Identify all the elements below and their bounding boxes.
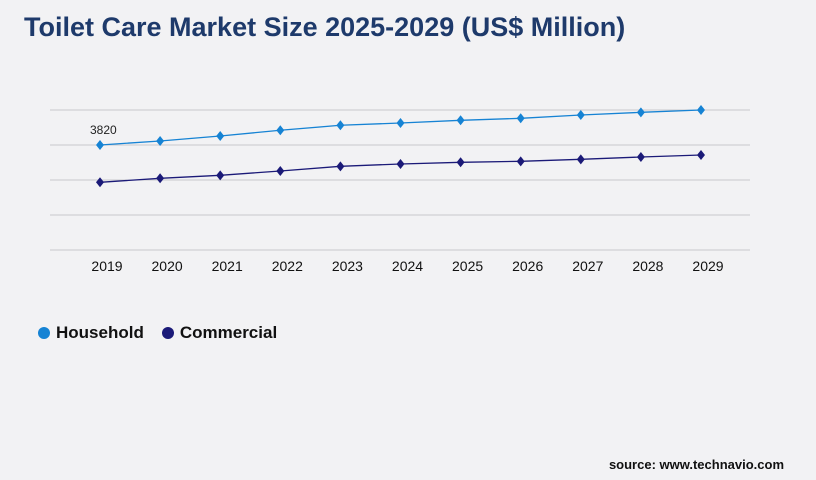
legend-marker-commercial [161, 327, 174, 339]
data-label: 3820 [90, 123, 117, 137]
x-tick-label: 2025 [452, 258, 483, 274]
data-point-commercial [456, 157, 465, 168]
legend: Household Commercial [38, 323, 277, 343]
x-tick-label: 2026 [512, 258, 543, 274]
x-tick-label: 2019 [91, 258, 122, 274]
data-point-commercial [156, 173, 165, 184]
x-tick-label: 2024 [392, 258, 423, 274]
data-point-commercial [276, 165, 285, 176]
data-point-household [156, 135, 165, 146]
data-point-household [216, 130, 225, 141]
x-tick-label: 2022 [272, 258, 303, 274]
data-point-commercial [396, 158, 405, 169]
x-tick-label: 2027 [572, 258, 603, 274]
x-tick-label: 2028 [632, 258, 663, 274]
data-point-commercial [636, 152, 645, 163]
data-point-household [336, 120, 345, 131]
line-chart: 2019 2020 2021 2022 2023 2024 2025 2026 2027 2028… [50, 105, 750, 274]
chart-title: Toilet Care Market Size 2025-2029 (US$ M… [24, 12, 626, 42]
x-tick-label: 2029 [692, 258, 723, 274]
x-tick-label: 2021 [212, 258, 243, 274]
data-point-commercial [216, 170, 225, 181]
data-point-household [516, 113, 525, 124]
data-point-commercial [516, 156, 525, 167]
data-point-household [697, 105, 705, 115]
data-point-household [456, 115, 465, 126]
source-text: source: www.technavio.com [608, 457, 784, 472]
legend-label-household: Household [56, 323, 144, 342]
legend-label-commercial: Commercial [179, 323, 278, 342]
data-point-household [636, 107, 645, 118]
data-point-commercial [96, 177, 104, 188]
legend-item-commercial[interactable]: Commercial [161, 323, 278, 343]
data-point-household [396, 118, 405, 129]
legend-item-household[interactable]: Household [38, 323, 144, 343]
legend-marker-household [38, 327, 50, 339]
x-tick-label: 2020 [152, 258, 183, 274]
data-point-household [576, 110, 585, 121]
data-point-household [276, 125, 285, 136]
data-point-commercial [697, 149, 705, 160]
data-point-commercial [576, 154, 585, 165]
data-point-commercial [336, 161, 345, 172]
data-point-household [96, 139, 104, 150]
x-tick-label: 2023 [332, 258, 363, 274]
